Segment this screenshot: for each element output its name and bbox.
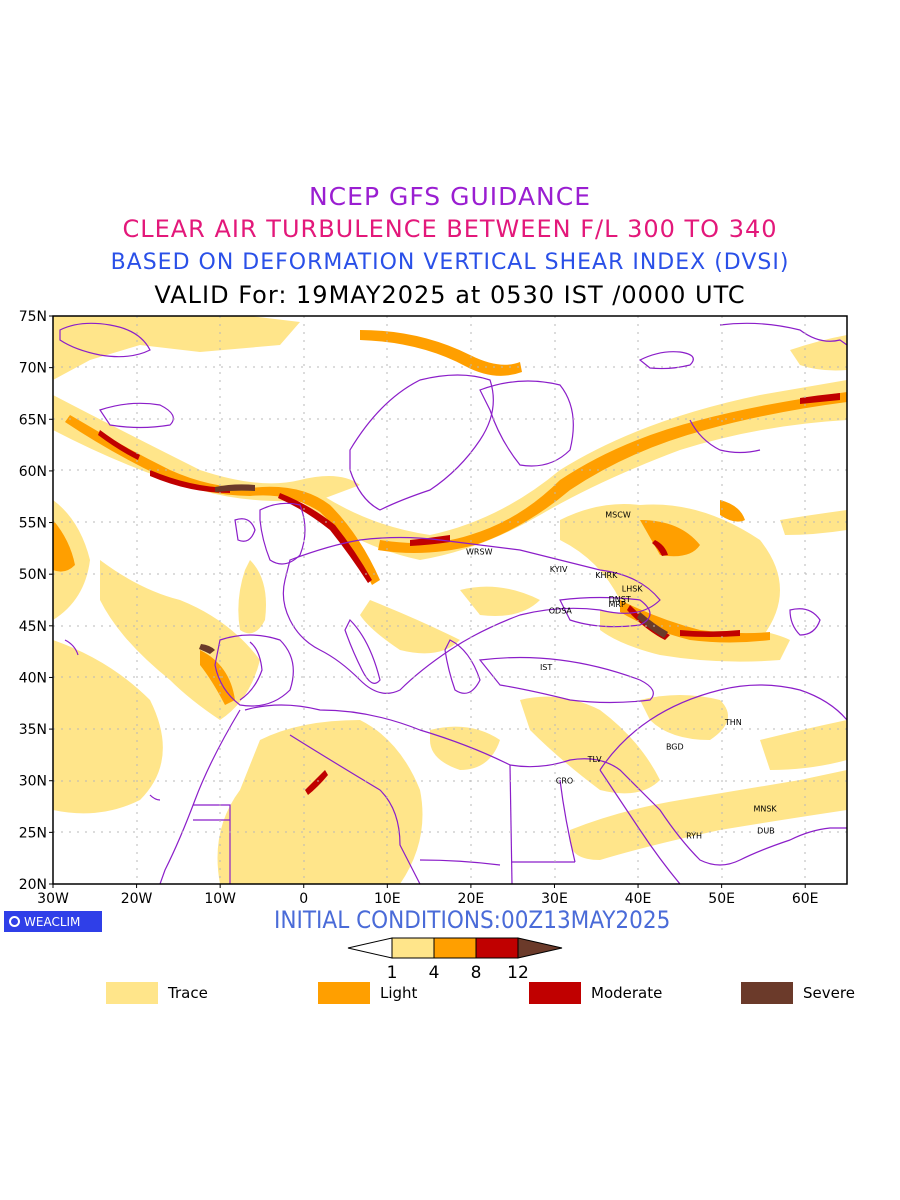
colorbar-tick-1: 1 [387,963,398,981]
title-line-3: BASED ON DEFORMATION VERTICAL SHEAR INDE… [110,250,790,275]
lat-tick-label: 75N [19,309,47,325]
badge-label: WEACLIM [24,914,81,929]
colorbar-tick-12: 12 [507,963,529,981]
legend-swatch-moderate [529,982,581,1004]
lon-tick-label: 10W [204,891,236,905]
legend-swatch-severe [741,982,793,1004]
weaclim-logo-icon [9,916,20,927]
city-label-dub: DUB [757,826,775,835]
legend-item-light: Light [318,982,417,1004]
colorbar-segment-trace [391,937,435,959]
legend-label-trace: Trace [168,984,208,1002]
city-label-cro: CRO [556,777,573,786]
legend-swatch-light [318,982,370,1004]
turbulence-map: 75N 70N 65N 60N 55N 50N 45N 40N 35N 30N 25N 20N 30W… [19,309,848,905]
lat-tick-label: 20N [19,877,47,893]
colorbar-segment-light [433,937,477,959]
legend-label-moderate: Moderate [591,984,663,1002]
legend-swatch-trace [106,982,158,1004]
colorbar-tick-4: 4 [429,963,440,981]
valid-time: VALID For: 19MAY2025 at 0530 IST /0000 U… [154,281,746,309]
city-label-ist: IST [540,663,552,672]
lat-tick-label: 50N [19,567,47,583]
lon-tick-label: 0 [299,891,308,905]
lon-tick-label: 60E [792,891,819,905]
city-label-kyiv: KYIV [550,565,568,574]
city-label-khrk: KHRK [595,571,618,580]
city-label-mnsk: MNSK [753,805,777,814]
legend-label-severe: Severe [803,984,855,1002]
city-label-tlv: TLV [587,755,602,764]
lat-tick-label: 70N [19,361,47,377]
lon-tick-label: 10E [374,891,401,905]
lat-tick-label: 30N [19,774,47,790]
city-label-mscw: MSCW [605,510,631,519]
legend: Trace Light Moderate Severe [0,982,900,1006]
latitude-ticks: 75N 70N 65N 60N 55N 50N 45N 40N 35N 30N 25N 20N [19,309,53,893]
graticule [53,316,847,884]
city-label-bgd: BGD [666,743,684,752]
lon-tick-label: 20E [458,891,485,905]
lon-tick-label: 30W [37,891,69,905]
colorbar-segment-severe [517,937,563,959]
legend-item-severe: Severe [741,982,855,1004]
lat-tick-label: 60N [19,464,47,480]
legend-label-light: Light [380,984,418,1002]
title-line-2: CLEAR AIR TURBULENCE BETWEEN F/L 300 TO … [122,215,778,243]
lon-tick-label: 20W [121,891,153,905]
weaclim-badge[interactable]: WEACLIM [4,911,102,932]
longitude-ticks: 30W 20W 10W 0 10E 20E 30E 40E 50E 60E [37,884,819,905]
lat-tick-label: 35N [19,722,47,738]
colorbar-segment-below [347,937,393,959]
lon-tick-label: 40E [625,891,652,905]
city-label-ryh: RYH [686,831,702,840]
lat-tick-label: 55N [19,516,47,532]
city-label-dnst: DNST [609,595,631,604]
lat-tick-label: 25N [19,825,47,841]
legend-item-moderate: Moderate [529,982,662,1004]
city-label-wrsw: WRSW [466,547,493,556]
lat-tick-label: 45N [19,619,47,635]
colorbar: 1 4 8 12 [347,937,563,981]
coastlines [59,322,847,884]
colorbar-segment-moderate [475,937,519,959]
city-label-lhsk: LHSK [622,585,644,594]
severe-areas [199,484,668,654]
city-label-mrp: MRP [609,600,626,609]
colorbar-tick-8: 8 [471,963,482,981]
lon-tick-label: 50E [708,891,735,905]
lat-tick-label: 65N [19,412,47,428]
city-label-thn: THN [724,718,742,727]
lon-tick-label: 30E [541,891,568,905]
legend-item-trace: Trace [106,982,208,1004]
initial-conditions: INITIAL CONDITIONS:00Z13MAY2025 [274,906,671,934]
title-line-1: NCEP GFS GUIDANCE [308,182,591,211]
city-label-odsa: ODSA [549,606,573,615]
map-frame [52,315,848,885]
lat-tick-label: 40N [19,670,47,686]
